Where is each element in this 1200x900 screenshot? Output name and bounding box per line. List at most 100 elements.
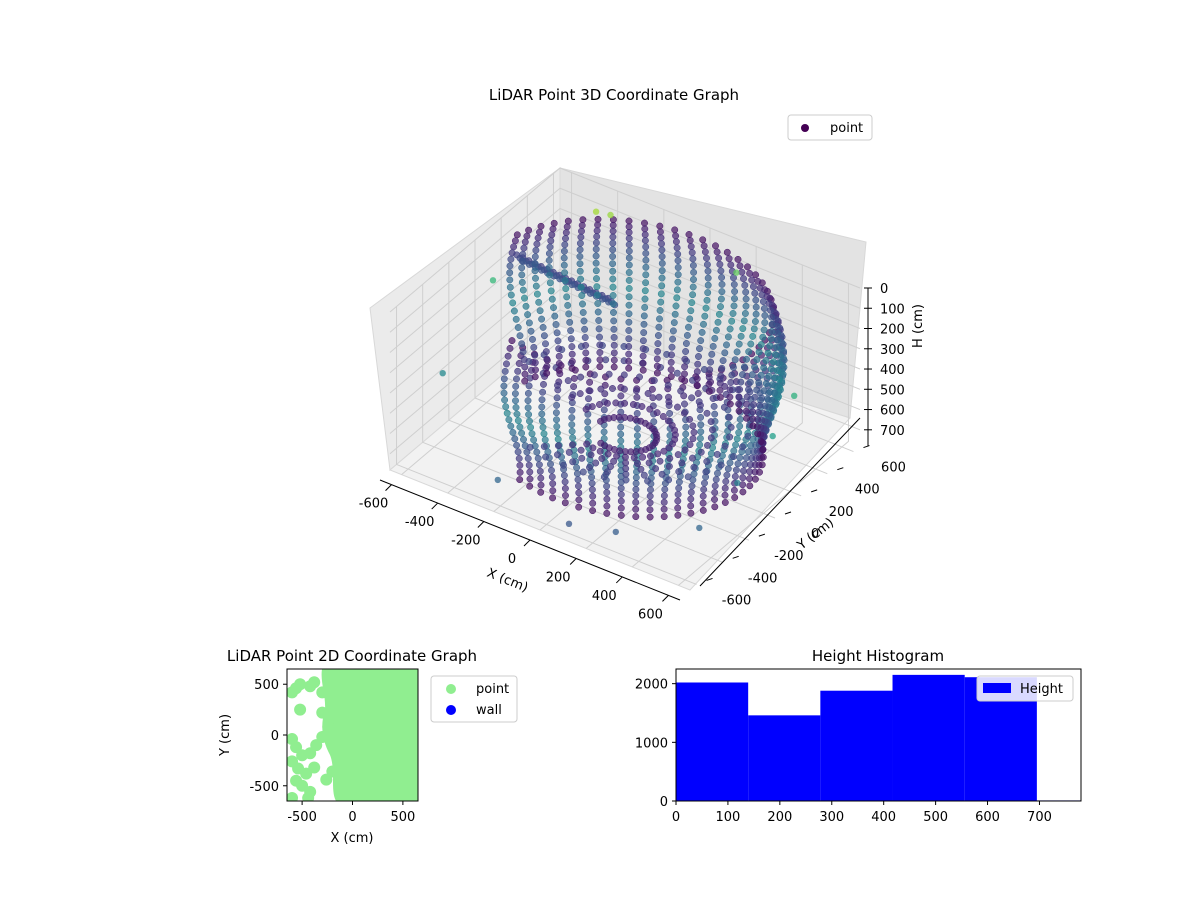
point-3d	[731, 356, 739, 364]
point-3d	[704, 281, 712, 289]
point-3d	[519, 250, 527, 258]
point-3d	[699, 236, 707, 244]
point-3d	[521, 363, 529, 371]
point-3d	[567, 327, 575, 335]
point-3d-outlier	[592, 208, 600, 215]
point-3d	[568, 427, 576, 435]
point-3d	[726, 459, 734, 467]
point-3d	[735, 429, 743, 437]
point-3d	[743, 355, 750, 363]
point-3d	[573, 470, 581, 478]
point-3d	[588, 479, 596, 487]
point-3d	[601, 381, 609, 389]
point-3d	[730, 274, 737, 282]
point-3d	[668, 343, 676, 351]
point-3d	[743, 393, 751, 401]
point-3d	[506, 276, 514, 284]
legend-2d: point wall	[430, 675, 518, 723]
y-tick-3d	[810, 489, 818, 493]
point-3d	[526, 482, 534, 490]
point-3d	[644, 390, 652, 397]
point-3d	[584, 418, 592, 426]
point-3d	[657, 290, 665, 298]
point-3d	[514, 324, 522, 331]
x-tick-3d	[385, 484, 392, 491]
point-3d	[696, 441, 704, 449]
point-3d	[568, 421, 576, 429]
point-3d	[562, 492, 569, 499]
point-3d	[609, 239, 617, 247]
point-3d	[503, 409, 511, 417]
point-3d	[625, 217, 633, 225]
point-3d	[510, 243, 518, 251]
point-3d	[686, 315, 694, 323]
point-3d	[674, 278, 682, 286]
point-3d	[610, 457, 618, 465]
point-3d	[771, 374, 779, 382]
point-3d	[576, 253, 584, 260]
point-3d	[622, 465, 630, 473]
point-3d	[581, 334, 589, 341]
point-3d	[625, 241, 633, 249]
point-3d	[636, 373, 643, 381]
point-3d	[700, 242, 708, 250]
point-3d	[665, 462, 673, 470]
point-3d	[633, 410, 641, 417]
point-3d	[629, 401, 637, 408]
point-blob-2d	[316, 706, 329, 719]
point-3d	[553, 423, 561, 430]
point-3d	[689, 262, 697, 269]
point-3d	[656, 307, 664, 314]
point-3d	[568, 364, 576, 372]
point-3d	[674, 497, 682, 505]
point-3d	[739, 325, 747, 333]
point-3d	[723, 341, 730, 349]
point-3d	[660, 447, 668, 455]
point-3d	[593, 291, 601, 299]
point-3d	[625, 276, 633, 284]
point-3d	[536, 307, 544, 315]
point-3d	[703, 296, 711, 304]
point-3d	[740, 363, 748, 371]
point-3d	[561, 485, 569, 492]
point-3d	[721, 442, 729, 450]
point-3d	[656, 457, 664, 465]
point-3d	[593, 275, 600, 283]
point-3d	[689, 435, 697, 443]
point-3d	[719, 357, 727, 365]
x-tick-label-3d: 200	[546, 570, 571, 585]
point-3d	[575, 496, 583, 504]
point-3d	[592, 259, 600, 267]
point-3d	[708, 350, 716, 358]
point-3d	[703, 458, 711, 465]
point-3d	[666, 454, 674, 462]
point-3d	[500, 382, 508, 390]
point-3d	[530, 436, 538, 444]
y-tick-label-3d: -400	[748, 571, 778, 586]
point-3d	[760, 387, 768, 395]
point-3d	[569, 441, 576, 449]
point-3d	[511, 390, 519, 398]
point-3d	[632, 505, 640, 513]
y-tick-3d	[732, 555, 739, 559]
point-3d	[519, 286, 527, 294]
point-3d	[732, 466, 740, 474]
point-3d	[734, 460, 742, 468]
point-3d	[582, 356, 590, 364]
point-3d	[610, 325, 618, 333]
x-tick-3d	[615, 576, 623, 584]
point-3d	[732, 441, 740, 449]
point-3d	[707, 434, 715, 442]
point-3d	[603, 502, 611, 510]
point-3d	[755, 379, 763, 387]
point-3d	[625, 293, 633, 301]
point-3d	[621, 399, 629, 407]
point-3d	[741, 310, 749, 317]
point-3d	[553, 429, 561, 437]
point-3d	[720, 403, 728, 411]
point-3d	[516, 423, 524, 431]
point-3d	[545, 250, 553, 257]
point-3d	[537, 488, 545, 496]
point-3d	[717, 267, 725, 275]
point-3d	[646, 499, 654, 507]
